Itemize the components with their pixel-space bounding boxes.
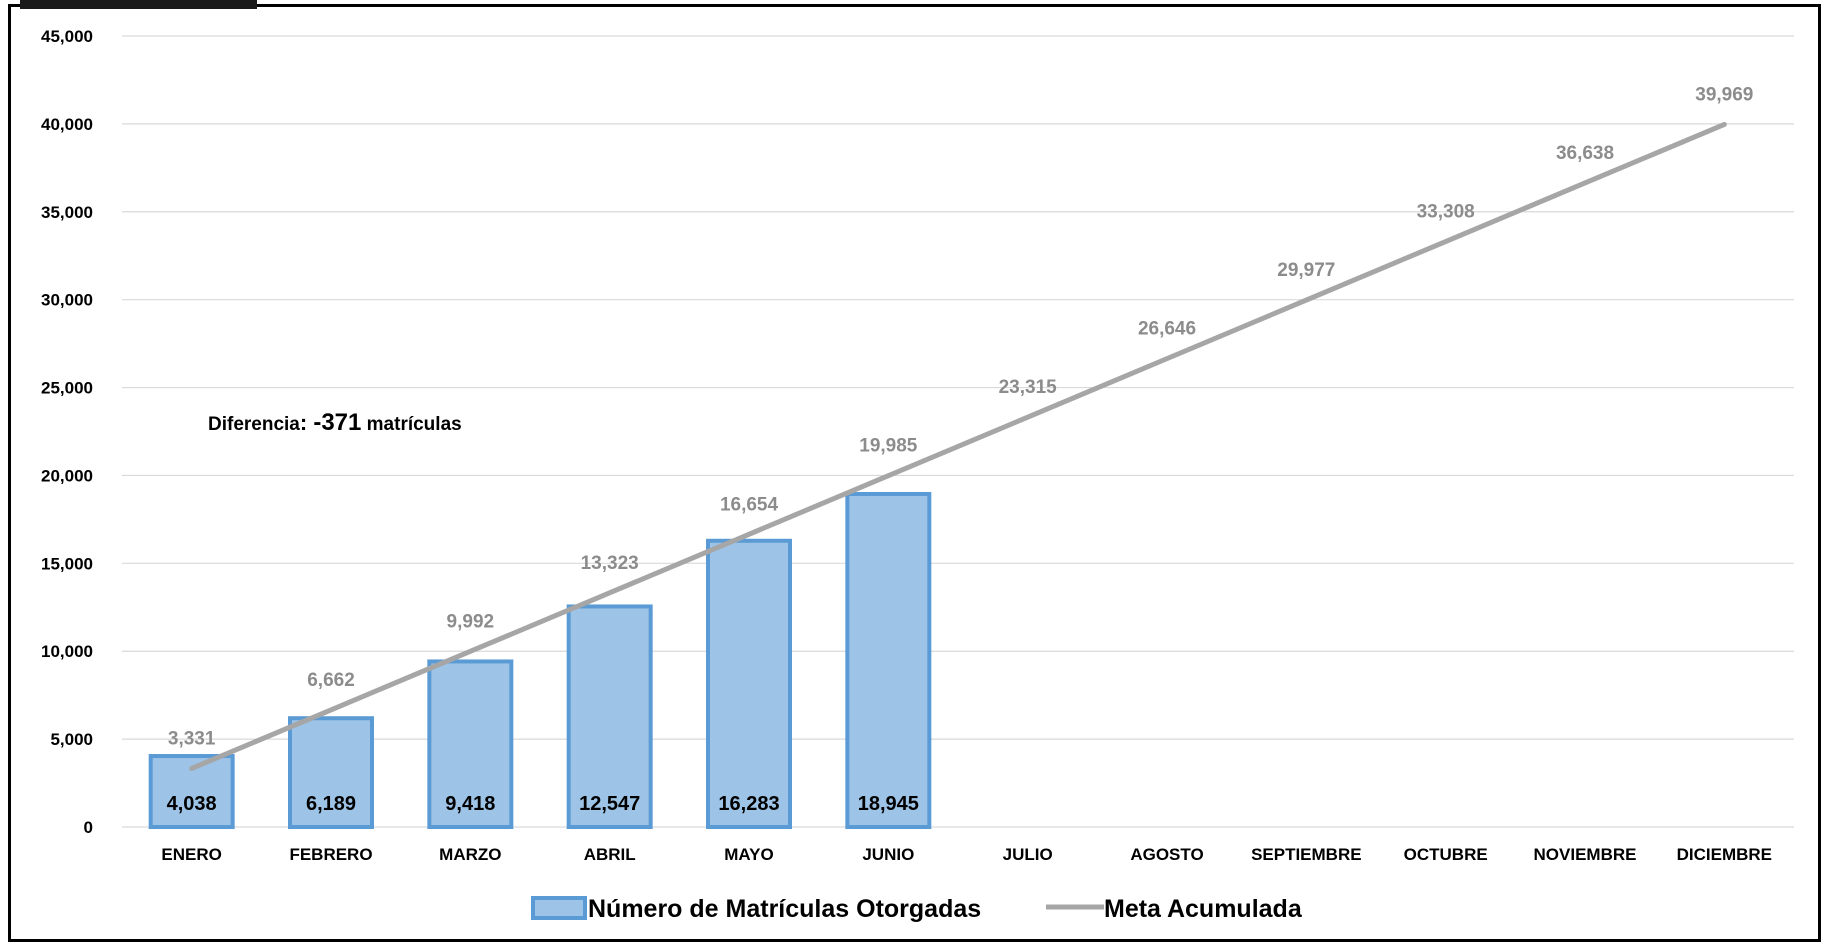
meta-line: [189, 121, 1727, 771]
line-data-labels: 3,331 6,662 9,992 13,323 16,654 19,985 23,315 2…: [168, 84, 1754, 749]
bar: [566, 604, 653, 829]
difference-annotation: Diferencia: -371 matrículas: [208, 409, 462, 436]
meta-value-label: 6,662: [307, 670, 355, 691]
annotation-colon: :: [300, 410, 313, 435]
y-tick-label: 25,000: [41, 379, 93, 398]
meta-value-label: 26,646: [1138, 319, 1196, 340]
annotation-value: -371: [313, 409, 361, 436]
y-tick-label: 5,000: [50, 730, 93, 749]
bar-value-label: 12,547: [579, 793, 640, 815]
x-tick-label: AGOSTO: [1130, 845, 1203, 864]
bar: [706, 538, 792, 830]
x-tick-label: ENERO: [161, 845, 221, 864]
meta-value-label: 33,308: [1417, 202, 1475, 223]
annotation-suffix: matrículas: [361, 414, 461, 435]
bar: [845, 491, 932, 829]
legend-line-label: Meta Acumulada: [1104, 895, 1303, 923]
bar-value-label: 4,038: [167, 793, 217, 815]
meta-value-label: 36,638: [1556, 143, 1614, 164]
bar-value-label: 9,418: [445, 793, 495, 815]
y-tick-label: 10,000: [41, 642, 93, 661]
bar-value-label: 6,189: [306, 793, 356, 815]
legend-bar-label: Número de Matrículas Otorgadas: [588, 895, 981, 923]
meta-value-label: 9,992: [447, 611, 495, 632]
x-tick-label: DICIEMBRE: [1677, 845, 1772, 864]
x-tick-label: MARZO: [439, 845, 501, 864]
meta-value-label: 29,977: [1277, 260, 1335, 281]
x-axis-ticks: ENERO FEBRERO MARZO ABRIL MAYO JUNIO JULIO AGOS…: [161, 845, 1772, 864]
meta-value-label: 13,323: [581, 553, 639, 574]
x-tick-label: OCTUBRE: [1404, 845, 1488, 864]
y-tick-label: 30,000: [41, 291, 93, 310]
bar-value-label: 18,945: [858, 793, 919, 815]
x-tick-label: NOVIEMBRE: [1534, 845, 1637, 864]
y-axis-ticks: 0 5,000 10,000 15,000 20,000 25,000 30,000 35,0…: [41, 27, 93, 837]
meta-value-label: 39,969: [1695, 84, 1753, 105]
bar: [427, 659, 514, 830]
line-series: [189, 121, 1727, 771]
x-tick-label: FEBRERO: [289, 845, 372, 864]
bar: [288, 716, 374, 829]
x-tick-label: JULIO: [1003, 845, 1053, 864]
x-tick-label: MAYO: [724, 845, 773, 864]
meta-value-label: 3,331: [168, 728, 216, 749]
y-tick-label: 45,000: [41, 27, 93, 46]
annotation-prefix: Diferencia: [208, 414, 300, 435]
bar-series: [148, 491, 932, 830]
x-tick-label: JUNIO: [862, 845, 914, 864]
y-tick-label: 35,000: [41, 203, 93, 222]
meta-value-label: 19,985: [859, 436, 918, 457]
y-tick-label: 0: [84, 818, 93, 837]
x-tick-label: SEPTIEMBRE: [1251, 845, 1362, 864]
meta-value-label: 16,654: [720, 494, 779, 515]
legend: Número de Matrículas Otorgadas Meta Acum…: [531, 895, 1303, 923]
meta-value-label: 23,315: [999, 377, 1058, 398]
y-tick-label: 15,000: [41, 554, 93, 573]
y-tick-label: 40,000: [41, 115, 93, 134]
x-tick-label: ABRIL: [584, 845, 636, 864]
bar-value-label: 16,283: [718, 793, 779, 815]
bar-data-labels: 4,038 6,189 9,418 12,547 16,283 18,945: [167, 793, 919, 815]
y-tick-label: 20,000: [41, 466, 93, 485]
corner-tab: [20, 0, 257, 9]
legend-bar-swatch: [531, 896, 587, 920]
